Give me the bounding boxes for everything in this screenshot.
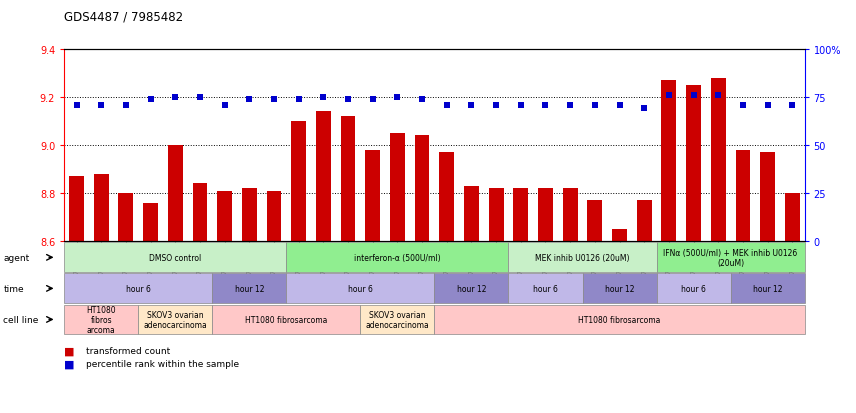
- Point: [342, 96, 355, 103]
- Text: cell line: cell line: [3, 315, 39, 324]
- Point: [490, 102, 503, 109]
- Bar: [217, 191, 232, 242]
- Text: DMSO control: DMSO control: [149, 253, 201, 262]
- Point: [711, 93, 725, 99]
- Point: [267, 96, 281, 103]
- Bar: [760, 153, 775, 242]
- Bar: [489, 189, 503, 242]
- Point: [563, 102, 577, 109]
- Bar: [193, 184, 207, 242]
- Point: [465, 102, 479, 109]
- Point: [662, 93, 675, 99]
- Bar: [266, 191, 282, 242]
- Text: ■: ■: [64, 358, 74, 368]
- Text: SKOV3 ovarian
adenocarcinoma: SKOV3 ovarian adenocarcinoma: [366, 310, 429, 329]
- Point: [538, 102, 552, 109]
- Point: [217, 102, 231, 109]
- Text: interferon-α (500U/ml): interferon-α (500U/ml): [354, 253, 441, 262]
- Text: MEK inhib U0126 (20uM): MEK inhib U0126 (20uM): [535, 253, 630, 262]
- Point: [786, 102, 800, 109]
- Point: [613, 102, 627, 109]
- Bar: [291, 121, 306, 242]
- Text: hour 6: hour 6: [348, 284, 373, 293]
- Point: [144, 96, 158, 103]
- Bar: [464, 186, 479, 242]
- Text: SKOV3 ovarian
adenocarcinoma: SKOV3 ovarian adenocarcinoma: [144, 310, 207, 329]
- Bar: [662, 81, 676, 242]
- Bar: [439, 153, 455, 242]
- Bar: [735, 150, 751, 242]
- Bar: [118, 194, 134, 242]
- Text: transformed count: transformed count: [86, 347, 169, 356]
- Point: [193, 94, 207, 101]
- Point: [94, 102, 108, 109]
- Point: [415, 96, 429, 103]
- Bar: [94, 174, 109, 242]
- Point: [119, 102, 133, 109]
- Text: time: time: [3, 284, 24, 293]
- Text: hour 6: hour 6: [126, 284, 151, 293]
- Text: ■: ■: [64, 346, 74, 356]
- Bar: [414, 136, 430, 242]
- Bar: [587, 201, 603, 242]
- Point: [736, 102, 750, 109]
- Bar: [785, 194, 800, 242]
- Text: agent: agent: [3, 253, 30, 262]
- Point: [440, 102, 454, 109]
- Point: [292, 96, 306, 103]
- Text: hour 12: hour 12: [235, 284, 264, 293]
- Point: [169, 94, 182, 101]
- Bar: [168, 145, 182, 242]
- Bar: [69, 177, 84, 242]
- Text: percentile rank within the sample: percentile rank within the sample: [86, 359, 239, 368]
- Text: hour 6: hour 6: [681, 284, 706, 293]
- Text: hour 12: hour 12: [753, 284, 782, 293]
- Point: [761, 102, 775, 109]
- Bar: [687, 85, 701, 242]
- Text: IFNα (500U/ml) + MEK inhib U0126
(20uM): IFNα (500U/ml) + MEK inhib U0126 (20uM): [663, 248, 798, 267]
- Bar: [366, 150, 380, 242]
- Bar: [612, 230, 627, 242]
- Bar: [637, 201, 651, 242]
- Bar: [143, 203, 158, 242]
- Point: [366, 96, 379, 103]
- Bar: [562, 189, 578, 242]
- Text: hour 12: hour 12: [457, 284, 486, 293]
- Point: [638, 106, 651, 112]
- Point: [588, 102, 602, 109]
- Point: [514, 102, 527, 109]
- Text: HT1080 fibrosarcoma: HT1080 fibrosarcoma: [245, 315, 328, 324]
- Text: HT1080 fibrosarcoma: HT1080 fibrosarcoma: [579, 315, 661, 324]
- Bar: [242, 189, 257, 242]
- Text: GDS4487 / 7985482: GDS4487 / 7985482: [64, 10, 183, 23]
- Bar: [538, 189, 553, 242]
- Text: hour 6: hour 6: [533, 284, 558, 293]
- Point: [69, 102, 83, 109]
- Point: [687, 93, 700, 99]
- Point: [390, 94, 404, 101]
- Bar: [514, 189, 528, 242]
- Text: HT1080
fibros
arcoma: HT1080 fibros arcoma: [86, 305, 116, 335]
- Point: [317, 94, 330, 101]
- Bar: [316, 112, 330, 242]
- Bar: [390, 133, 405, 242]
- Bar: [710, 78, 726, 242]
- Bar: [341, 117, 355, 242]
- Text: hour 12: hour 12: [605, 284, 634, 293]
- Point: [242, 96, 256, 103]
